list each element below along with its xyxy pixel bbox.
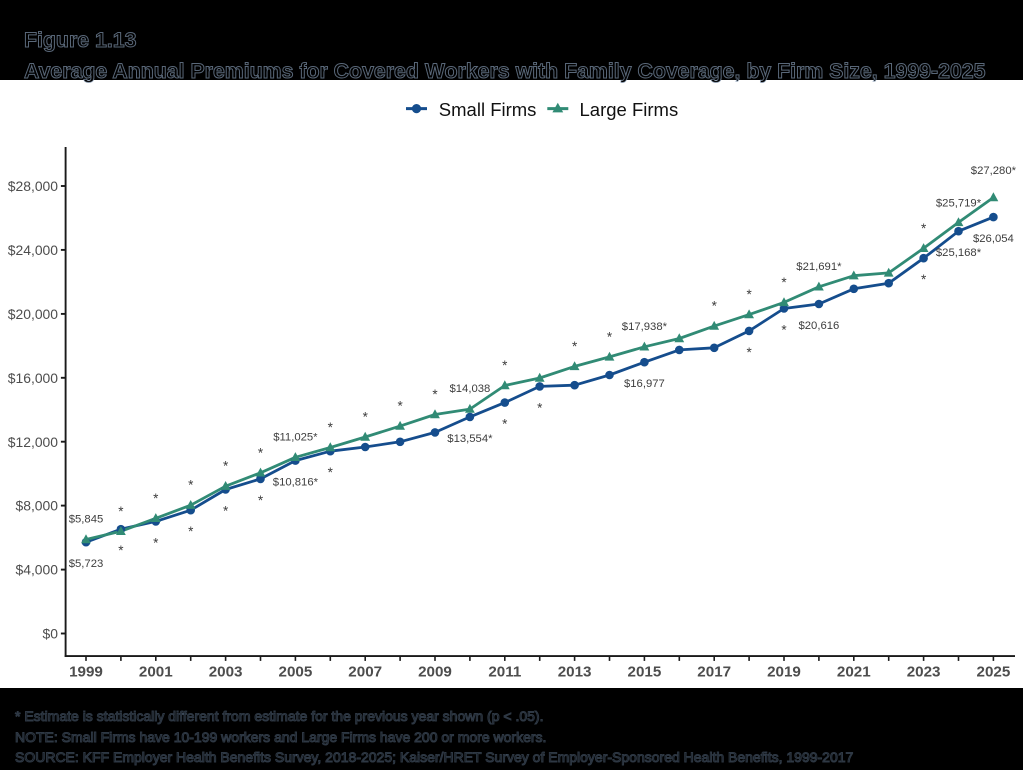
svg-text:$24,000: $24,000 [8,242,58,258]
svg-text:2021: 2021 [837,664,871,681]
svg-text:2009: 2009 [418,664,452,681]
svg-text:*: * [188,478,194,493]
svg-text:*: * [432,387,438,402]
svg-text:2013: 2013 [558,664,592,681]
svg-text:2023: 2023 [907,664,941,681]
svg-text:*: * [397,399,403,414]
svg-text:$10,816*: $10,816* [273,477,319,489]
svg-text:*: * [572,339,578,354]
svg-text:$26,054: $26,054 [973,233,1014,245]
svg-text:*: * [502,358,508,373]
svg-text:$12,000: $12,000 [8,434,58,450]
svg-text:2025: 2025 [977,664,1011,681]
svg-text:$14,038: $14,038 [449,383,490,395]
svg-text:*: * [118,504,124,519]
svg-text:*: * [781,323,787,338]
svg-text:*: * [363,410,369,425]
svg-text:*: * [921,272,927,287]
svg-text:$11,025*: $11,025* [273,431,318,443]
svg-text:*: * [118,543,124,558]
svg-text:*: * [502,417,508,432]
svg-text:*: * [153,491,159,506]
svg-text:$25,168*: $25,168* [936,247,982,259]
svg-text:*: * [746,345,752,360]
svg-text:$20,616: $20,616 [798,320,839,332]
svg-text:$27,280*: $27,280* [971,165,1017,177]
svg-text:2015: 2015 [628,664,662,681]
svg-text:*: * [328,465,334,480]
svg-text:$16,000: $16,000 [8,370,58,386]
svg-text:*: * [537,400,543,415]
svg-text:$17,938*: $17,938* [622,321,668,333]
svg-text:2003: 2003 [209,664,243,681]
svg-text:$0: $0 [43,626,59,642]
svg-text:*: * [607,329,613,344]
svg-text:$13,554*: $13,554* [447,433,493,445]
svg-text:*: * [223,504,229,519]
svg-text:2017: 2017 [697,664,731,681]
svg-text:2019: 2019 [767,664,801,681]
svg-text:*: * [153,535,159,550]
svg-text:$5,845: $5,845 [69,514,104,526]
svg-text:2007: 2007 [348,664,382,681]
svg-text:*: * [712,299,718,314]
svg-text:2011: 2011 [488,664,522,681]
svg-text:*: * [223,459,229,474]
svg-text:$8,000: $8,000 [16,498,59,514]
svg-text:$5,723: $5,723 [69,558,104,570]
svg-text:Small Firms: Small Firms [439,99,537,120]
svg-text:$21,691*: $21,691* [796,261,842,273]
svg-text:$25,719*: $25,719* [936,197,982,209]
svg-text:*: * [746,287,752,302]
svg-text:*: * [328,420,334,435]
svg-text:*: * [258,445,264,460]
svg-text:*: * [258,493,264,508]
svg-text:2005: 2005 [279,664,313,681]
svg-text:$20,000: $20,000 [8,306,58,322]
svg-text:$16,977: $16,977 [624,378,665,390]
svg-text:$28,000: $28,000 [8,178,58,194]
svg-text:*: * [921,221,927,236]
svg-text:$4,000: $4,000 [16,562,59,578]
svg-text:*: * [781,275,787,290]
svg-text:Large Firms: Large Firms [580,99,679,120]
svg-text:2001: 2001 [139,664,173,681]
svg-text:1999: 1999 [69,664,103,681]
svg-text:*: * [188,524,194,539]
